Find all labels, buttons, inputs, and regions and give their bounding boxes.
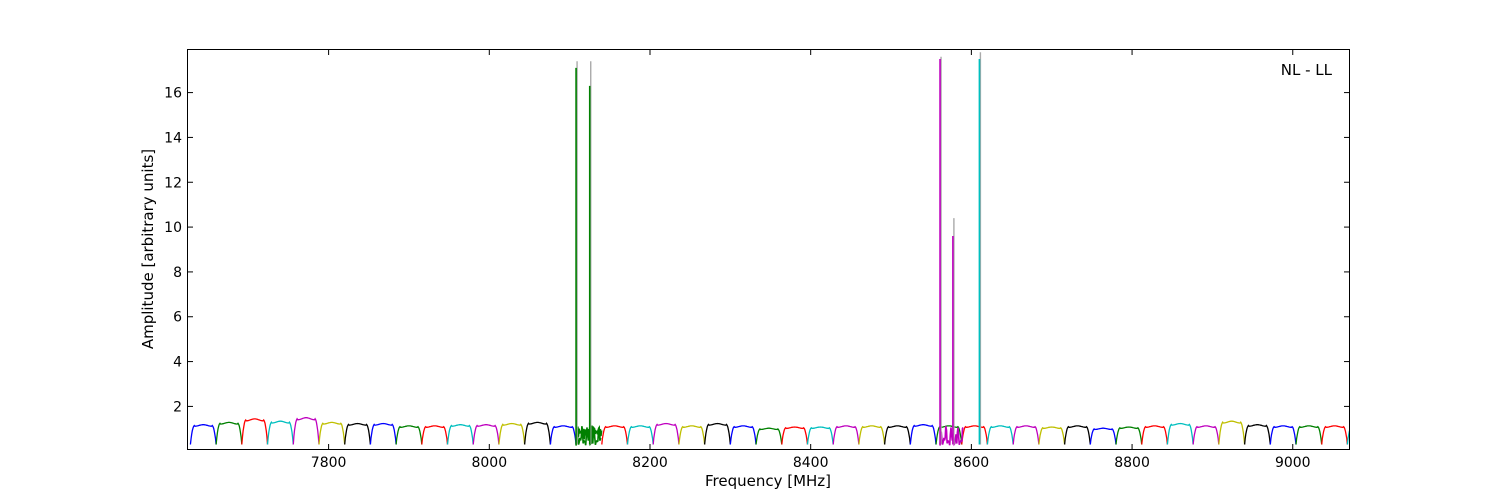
channel-trace — [703, 422, 731, 445]
noisy-segment — [575, 425, 602, 447]
x-tick-label: 8600 — [954, 455, 990, 471]
channel-trace — [961, 425, 989, 445]
channel-trace — [883, 425, 911, 445]
x-tick-label: 8000 — [471, 455, 507, 471]
x-axis-ticks: 7800 8000 8200 8400 8600 8800 9000 — [311, 50, 1311, 471]
x-tick-label: 7800 — [311, 455, 347, 471]
x-tick-label: 8200 — [632, 455, 668, 471]
channel-trace — [189, 424, 217, 445]
y-tick-label: 14 — [164, 130, 182, 146]
channel-trace — [318, 421, 346, 445]
channel-trace — [781, 426, 809, 445]
channel-trace — [626, 425, 654, 445]
channel-trace — [1218, 420, 1246, 445]
y-tick-label: 16 — [164, 86, 182, 102]
y-axis-title: Amplitude [arbitrary units] — [139, 149, 157, 349]
x-tick-label: 8800 — [1114, 455, 1150, 471]
channel-trace — [1038, 426, 1066, 445]
y-tick-label: 6 — [173, 310, 182, 326]
y-tick-label: 2 — [173, 399, 182, 415]
channel-trace — [601, 425, 629, 445]
y-tick-label: 10 — [164, 220, 182, 236]
channel-trace — [755, 427, 783, 445]
y-tick-label: 12 — [164, 175, 182, 191]
channel-trace — [215, 421, 243, 445]
channel-trace — [678, 425, 706, 445]
channel-trace — [395, 425, 423, 445]
channel-trace — [344, 422, 372, 445]
channel-trace — [1141, 425, 1169, 445]
channel-trace — [1295, 425, 1323, 445]
channel-trace — [986, 425, 1014, 445]
plot-traces — [189, 52, 1349, 447]
channel-trace — [652, 422, 680, 445]
channel-trace — [241, 418, 269, 445]
x-axis-title: Frequency [MHz] — [705, 472, 831, 490]
channel-trace — [446, 424, 474, 445]
channel-trace — [729, 425, 757, 445]
channel-trace — [909, 424, 937, 445]
channel-trace — [421, 425, 449, 445]
channel-trace — [832, 425, 860, 445]
corner-label: NL - LL — [1281, 61, 1333, 79]
channel-trace — [523, 421, 552, 445]
channel-trace — [1321, 425, 1349, 445]
channel-trace — [1012, 425, 1040, 445]
channel-trace — [266, 420, 294, 445]
channel-trace — [498, 422, 526, 445]
plot-frame — [187, 49, 1350, 450]
channel-trace — [472, 424, 500, 445]
x-tick-label: 8400 — [793, 455, 829, 471]
x-tick-label: 9000 — [1275, 455, 1311, 471]
channel-trace — [1115, 426, 1143, 445]
channel-trace — [369, 422, 397, 445]
channel-trace — [806, 426, 834, 445]
channel-trace — [1243, 424, 1271, 445]
channel-trace — [858, 425, 886, 445]
channel-trace — [1269, 425, 1297, 445]
channel-trace — [292, 417, 320, 445]
y-tick-label: 8 — [173, 265, 182, 281]
channel-trace — [1192, 425, 1220, 445]
noisy-segment — [939, 426, 964, 447]
y-tick-label: 4 — [173, 355, 182, 371]
channel-trace — [1089, 427, 1117, 445]
channel-trace — [549, 425, 577, 445]
y-axis-ticks: 2 4 6 8 10 12 14 16 — [164, 86, 1349, 415]
channel-trace — [1166, 422, 1194, 445]
channel-trace — [1063, 425, 1091, 445]
